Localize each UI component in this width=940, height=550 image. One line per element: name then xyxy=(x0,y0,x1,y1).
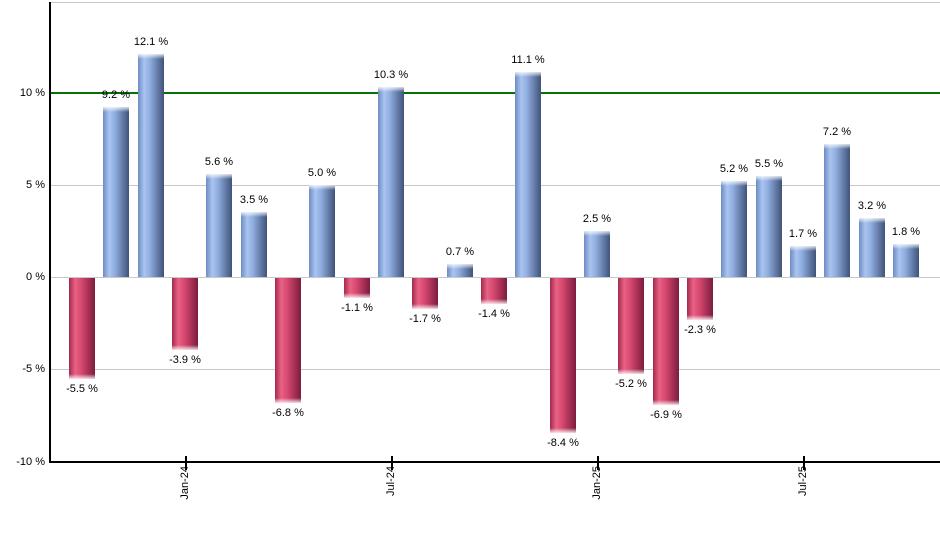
y-axis-tick-label: 5 % xyxy=(26,179,45,191)
bar-value-label: 5.0 % xyxy=(307,167,337,179)
bar-value-label: 10.3 % xyxy=(373,69,409,81)
bar-end-cap xyxy=(653,400,679,405)
x-axis-line xyxy=(49,461,940,463)
y-axis-tick-label: 10 % xyxy=(19,87,45,99)
bar-end-cap xyxy=(687,315,713,320)
bar-value-label: -3.9 % xyxy=(169,354,201,366)
positive-return-bar xyxy=(309,185,335,277)
bar-value-label: 3.2 % xyxy=(857,200,887,212)
bar-value-label: 5.2 % xyxy=(719,163,749,175)
bar-value-label: -8.4 % xyxy=(547,437,579,449)
bar-value-label: -1.7 % xyxy=(409,313,441,325)
bar-end-cap xyxy=(481,299,507,304)
bar-end-cap xyxy=(893,244,919,249)
bar-end-cap xyxy=(69,374,95,379)
positive-return-bar xyxy=(824,144,850,277)
reference-line-10pct xyxy=(51,92,940,94)
bar-value-label: -5.2 % xyxy=(615,378,647,390)
positive-return-bar xyxy=(721,181,747,277)
positive-return-bar xyxy=(515,72,541,277)
bar-value-label: -2.3 % xyxy=(684,324,716,336)
bar-value-label: -6.9 % xyxy=(650,409,682,421)
negative-return-bar xyxy=(687,278,713,320)
plot-top-border xyxy=(50,2,940,3)
bar-value-label: 7.2 % xyxy=(822,126,852,138)
x-axis-tick-label: Jul-25 xyxy=(797,466,809,496)
x-axis-tick-mark xyxy=(803,456,805,470)
bar-value-label: 1.8 % xyxy=(891,226,921,238)
x-axis-tick-mark xyxy=(391,456,393,470)
x-axis-tick-label: Jan-25 xyxy=(591,466,603,500)
positive-return-bar xyxy=(447,264,473,277)
negative-return-bar xyxy=(275,278,301,403)
positive-return-bar xyxy=(103,107,129,277)
bar-end-cap xyxy=(103,107,129,112)
bar-end-cap xyxy=(824,144,850,149)
positive-return-bar xyxy=(378,87,404,277)
negative-return-bar xyxy=(653,278,679,405)
positive-return-bar xyxy=(206,174,232,277)
bar-value-label: 5.5 % xyxy=(754,158,784,170)
gridline xyxy=(51,277,940,278)
bar-end-cap xyxy=(515,72,541,77)
bar-value-label: -5.5 % xyxy=(66,383,98,395)
bar-end-cap xyxy=(584,231,610,236)
y-axis-tick-label: -5 % xyxy=(22,363,45,375)
negative-return-bar xyxy=(550,278,576,433)
bar-end-cap xyxy=(206,174,232,179)
positive-return-bar xyxy=(859,218,885,277)
y-axis-tick-label: 0 % xyxy=(26,271,45,283)
bar-end-cap xyxy=(550,428,576,433)
bar-end-cap xyxy=(721,181,747,186)
bar-end-cap xyxy=(344,293,370,298)
bar-end-cap xyxy=(412,304,438,309)
bar-end-cap xyxy=(172,345,198,350)
bar-value-label: -1.1 % xyxy=(341,302,373,314)
bar-value-label: 12.1 % xyxy=(133,36,169,48)
bar-value-label: 11.1 % xyxy=(511,54,545,66)
bar-end-cap xyxy=(790,246,816,251)
bar-end-cap xyxy=(756,176,782,181)
bar-end-cap xyxy=(378,87,404,92)
bar-value-label: 9.2 % xyxy=(101,89,131,101)
x-axis-tick-label: Jul-24 xyxy=(385,466,397,496)
bar-value-label: 3.5 % xyxy=(239,194,269,206)
positive-return-bar xyxy=(584,231,610,277)
positive-return-bar xyxy=(790,246,816,277)
x-axis-tick-label: Jan-24 xyxy=(179,466,191,500)
positive-return-bar xyxy=(893,244,919,277)
bar-value-label: -6.8 % xyxy=(272,407,304,419)
y-axis-tick-label: -10 % xyxy=(16,456,45,468)
gridline xyxy=(51,369,940,370)
bar-end-cap xyxy=(859,218,885,223)
x-axis-tick-mark xyxy=(597,456,599,470)
positive-return-bar xyxy=(138,54,164,277)
negative-return-bar xyxy=(481,278,507,304)
bar-value-label: 1.7 % xyxy=(788,228,818,240)
bar-end-cap xyxy=(241,212,267,217)
y-axis-line xyxy=(49,2,51,463)
negative-return-bar xyxy=(69,278,95,379)
gridline xyxy=(51,185,940,186)
bar-end-cap xyxy=(138,54,164,59)
bar-value-label: 0.7 % xyxy=(445,246,475,258)
x-axis-tick-mark xyxy=(185,456,187,470)
bar-end-cap xyxy=(618,369,644,374)
negative-return-bar xyxy=(618,278,644,374)
negative-return-bar xyxy=(172,278,198,350)
positive-return-bar xyxy=(241,212,267,277)
bar-value-label: 5.6 % xyxy=(204,156,234,168)
bar-value-label: -1.4 % xyxy=(478,308,510,320)
positive-return-bar xyxy=(756,176,782,277)
bar-end-cap xyxy=(309,185,335,190)
bar-end-cap xyxy=(275,398,301,403)
bar-end-cap xyxy=(447,264,473,269)
negative-return-bar xyxy=(412,278,438,309)
bar-value-label: 2.5 % xyxy=(582,213,612,225)
negative-return-bar xyxy=(344,278,370,298)
